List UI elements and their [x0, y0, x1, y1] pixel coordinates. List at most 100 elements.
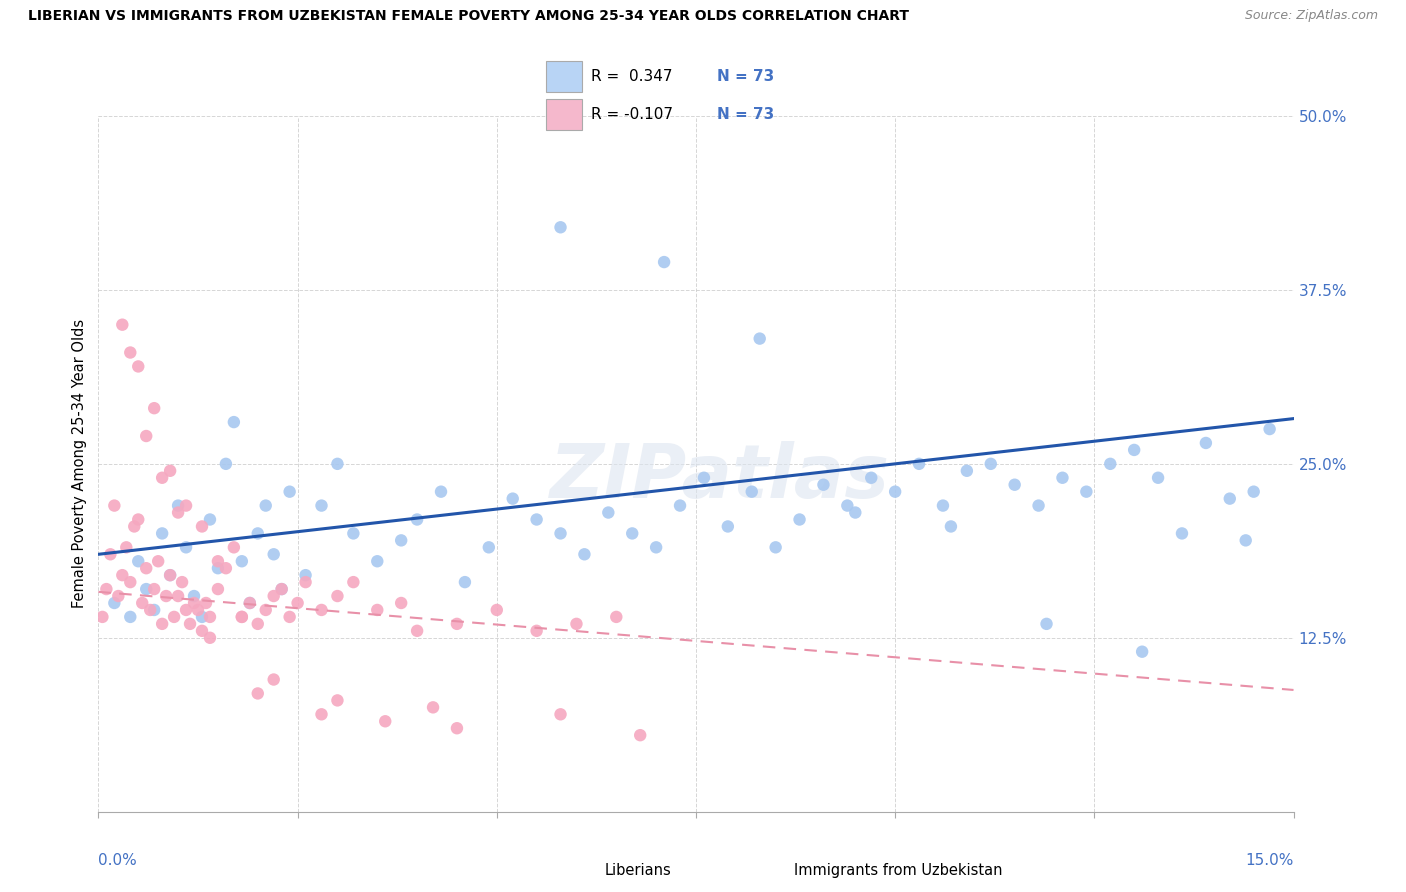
- Point: [278, 484, 301, 499]
- Point: [172, 575, 194, 590]
- Point: [1035, 616, 1057, 631]
- Point: [191, 610, 214, 624]
- Point: [148, 554, 170, 568]
- Point: [294, 568, 316, 582]
- Point: [246, 616, 269, 631]
- Point: [150, 616, 173, 631]
- Point: [103, 596, 125, 610]
- Point: [1147, 471, 1170, 485]
- Point: [1052, 471, 1074, 485]
- Point: [198, 610, 221, 624]
- Point: [813, 477, 835, 491]
- Point: [1076, 484, 1098, 499]
- Point: [550, 707, 572, 722]
- Point: [939, 519, 962, 533]
- Point: [366, 554, 388, 568]
- Point: [174, 541, 197, 555]
- Point: [215, 457, 238, 471]
- Point: [1195, 436, 1218, 450]
- Point: [1123, 442, 1146, 457]
- Point: [263, 673, 285, 687]
- Text: Immigrants from Uzbekistan: Immigrants from Uzbekistan: [794, 863, 1002, 878]
- Point: [605, 610, 627, 624]
- Point: [263, 589, 285, 603]
- Point: [239, 596, 262, 610]
- Y-axis label: Female Poverty Among 25-34 Year Olds: Female Poverty Among 25-34 Year Olds: [72, 319, 87, 608]
- Point: [120, 610, 142, 624]
- Point: [246, 686, 269, 700]
- Point: [124, 519, 146, 533]
- Point: [167, 506, 190, 520]
- Text: R =  0.347: R = 0.347: [591, 69, 672, 84]
- Point: [526, 512, 548, 526]
- Point: [908, 457, 931, 471]
- Point: [765, 541, 787, 555]
- Point: [143, 582, 166, 596]
- Point: [91, 610, 114, 624]
- Text: 0.0%: 0.0%: [98, 854, 138, 869]
- Point: [198, 631, 221, 645]
- Point: [139, 603, 162, 617]
- Point: [239, 596, 262, 610]
- Text: N = 73: N = 73: [717, 69, 775, 84]
- Point: [526, 624, 548, 638]
- Point: [150, 526, 173, 541]
- Point: [159, 464, 181, 478]
- Point: [174, 499, 197, 513]
- Text: N = 73: N = 73: [717, 107, 775, 122]
- Point: [98, 547, 122, 561]
- Point: [860, 471, 883, 485]
- Point: [167, 589, 190, 603]
- Point: [159, 568, 181, 582]
- Point: [135, 582, 157, 596]
- Point: [789, 512, 811, 526]
- Point: [837, 499, 859, 513]
- Point: [191, 519, 214, 533]
- Point: [135, 561, 157, 575]
- Point: [254, 603, 277, 617]
- Text: 15.0%: 15.0%: [1246, 854, 1294, 869]
- Point: [574, 547, 596, 561]
- Point: [311, 499, 333, 513]
- Point: [485, 603, 508, 617]
- Point: [254, 499, 277, 513]
- Point: [1243, 484, 1265, 499]
- Point: [222, 415, 245, 429]
- Point: [406, 624, 429, 638]
- Point: [1099, 457, 1122, 471]
- Text: Liberians: Liberians: [605, 863, 671, 878]
- Point: [446, 721, 468, 735]
- Point: [1004, 477, 1026, 491]
- Point: [120, 575, 142, 590]
- Point: [1258, 422, 1281, 436]
- Point: [270, 582, 292, 596]
- Point: [222, 541, 245, 555]
- Point: [107, 589, 129, 603]
- Point: [956, 464, 979, 478]
- Point: [231, 610, 253, 624]
- Point: [127, 512, 149, 526]
- Point: [430, 484, 453, 499]
- Point: [884, 484, 907, 499]
- Point: [127, 554, 149, 568]
- Point: [174, 603, 197, 617]
- Point: [565, 616, 588, 631]
- Point: [1028, 499, 1050, 513]
- Point: [389, 533, 412, 548]
- Point: [294, 575, 316, 590]
- Point: [263, 547, 285, 561]
- Point: [163, 610, 186, 624]
- Point: [645, 541, 668, 555]
- Point: [366, 603, 388, 617]
- Point: [628, 728, 651, 742]
- Point: [111, 568, 134, 582]
- Point: [621, 526, 644, 541]
- Point: [550, 220, 572, 235]
- FancyBboxPatch shape: [546, 62, 582, 92]
- Point: [717, 519, 740, 533]
- Point: [231, 554, 253, 568]
- Point: [246, 526, 269, 541]
- Point: [1219, 491, 1241, 506]
- Point: [454, 575, 477, 590]
- Point: [980, 457, 1002, 471]
